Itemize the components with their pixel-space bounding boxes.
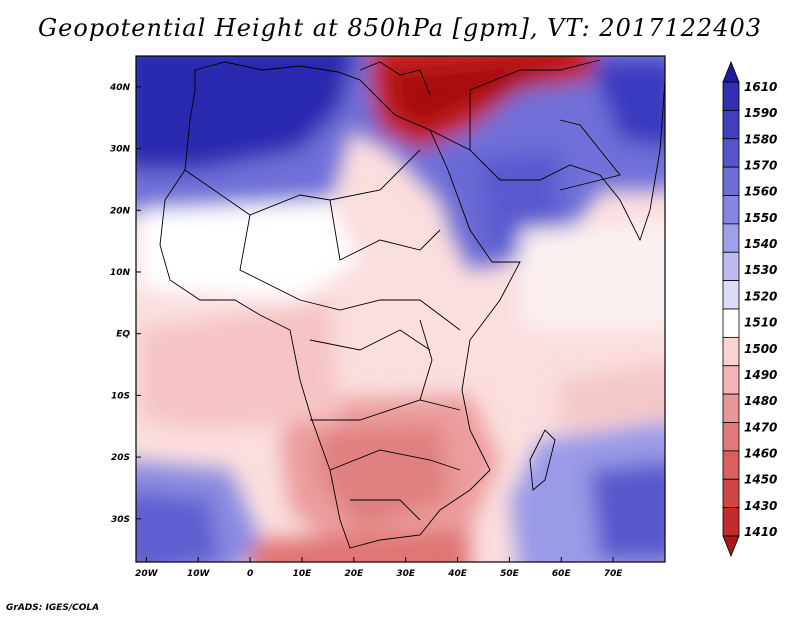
colorbar-swatch bbox=[722, 336, 740, 367]
colorbar-swatch bbox=[722, 166, 740, 196]
colorbar-swatch bbox=[722, 138, 740, 168]
coastlines bbox=[159, 59, 665, 549]
lat-tick-label: 10N bbox=[110, 268, 131, 278]
colorbar-label: 1520 bbox=[744, 289, 777, 303]
lat-tick-label: 30N bbox=[110, 145, 131, 155]
lon-tick-label: 0 bbox=[247, 569, 253, 579]
colorbar-swatch bbox=[722, 422, 740, 452]
colorbar-swatch bbox=[722, 450, 740, 480]
colorbar-swatch bbox=[722, 223, 740, 253]
colorbar-top-arrow bbox=[722, 60, 740, 83]
plot-frame bbox=[135, 55, 666, 563]
lat-tick-label: 40N bbox=[109, 83, 131, 93]
lon-tick-label: 10W bbox=[187, 569, 211, 579]
colorbar-label: 1530 bbox=[744, 263, 777, 277]
lat-tick-label: 30S bbox=[111, 515, 130, 525]
colorbar-label: 1470 bbox=[744, 420, 777, 434]
colorbar-bottom-arrow bbox=[722, 535, 740, 558]
lat-tick-label: 20S bbox=[111, 453, 130, 463]
colorbar-label: 1460 bbox=[744, 446, 777, 460]
colorbar-label: 1570 bbox=[744, 159, 777, 173]
lon-tick-label: 30E bbox=[396, 569, 416, 579]
colorbar-label: 1510 bbox=[744, 316, 777, 330]
colorbar-label: 1430 bbox=[744, 499, 777, 513]
colorbar-swatch bbox=[722, 393, 740, 423]
colorbar-swatch bbox=[722, 109, 740, 140]
colorbar-swatch bbox=[722, 365, 740, 395]
colorbar-label: 1580 bbox=[744, 132, 777, 146]
colorbar-swatch bbox=[722, 81, 740, 111]
colorbar-label: 1500 bbox=[744, 342, 777, 356]
credit-text: GrADS: IGES/COLA bbox=[6, 603, 100, 613]
colorbar-label: 1610 bbox=[744, 80, 777, 94]
colorbar-swatch bbox=[722, 280, 740, 310]
lon-tick-label: 10E bbox=[293, 569, 313, 579]
colorbar-label: 1540 bbox=[744, 237, 777, 251]
colorbar-swatch bbox=[722, 195, 740, 225]
longitude-axis: 20W 10W 0 10E 20E 30E 40E 50E 60E 70E bbox=[135, 557, 623, 579]
lon-tick-label: 20W bbox=[135, 569, 159, 579]
lon-tick-label: 50E bbox=[500, 569, 520, 579]
lat-tick-label: EQ bbox=[116, 330, 130, 340]
lat-tick-label: 20N bbox=[110, 206, 131, 216]
colorbar-label: 1490 bbox=[744, 368, 777, 382]
colorbar-swatch bbox=[722, 251, 740, 282]
colorbar-swatch bbox=[722, 478, 740, 509]
colorbar: 1610 1590 1580 1570 1560 1550 1540 1530 1520 1510… bbox=[722, 60, 777, 558]
height-field bbox=[136, 56, 665, 562]
colorbar-label: 1550 bbox=[744, 211, 777, 225]
colorbar-label: 1560 bbox=[744, 185, 777, 199]
colorbar-label: 1480 bbox=[744, 394, 777, 408]
colorbar-swatch bbox=[722, 308, 740, 338]
latitude-axis: 40N 30N 20N 10N EQ 10S 20S 30S bbox=[109, 83, 141, 525]
colorbar-label: 1410 bbox=[744, 525, 777, 539]
lon-tick-label: 70E bbox=[604, 569, 624, 579]
colorbar-label: 1590 bbox=[744, 106, 777, 120]
lon-tick-label: 60E bbox=[552, 569, 572, 579]
lon-tick-label: 20E bbox=[344, 569, 364, 579]
lat-tick-label: 10S bbox=[111, 391, 130, 401]
colorbar-swatch bbox=[722, 507, 740, 537]
lon-tick-label: 40E bbox=[447, 569, 468, 579]
colorbar-label: 1450 bbox=[744, 473, 777, 487]
map-title: Geopotential Height at 850hPa [gpm], VT:… bbox=[38, 14, 762, 42]
